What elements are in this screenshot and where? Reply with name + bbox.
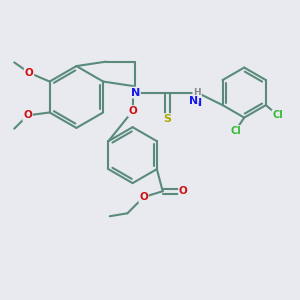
Text: O: O: [25, 68, 33, 78]
Text: N: N: [193, 98, 202, 108]
Text: H: H: [193, 88, 201, 97]
Text: S: S: [164, 114, 172, 124]
Text: N: N: [131, 88, 140, 98]
Text: N: N: [189, 96, 198, 106]
Text: O: O: [139, 192, 148, 202]
Text: O: O: [179, 186, 188, 196]
Text: Cl: Cl: [230, 126, 241, 136]
Text: Cl: Cl: [272, 110, 283, 120]
Text: H: H: [193, 88, 201, 97]
Text: O: O: [128, 106, 137, 116]
Text: O: O: [23, 110, 32, 120]
